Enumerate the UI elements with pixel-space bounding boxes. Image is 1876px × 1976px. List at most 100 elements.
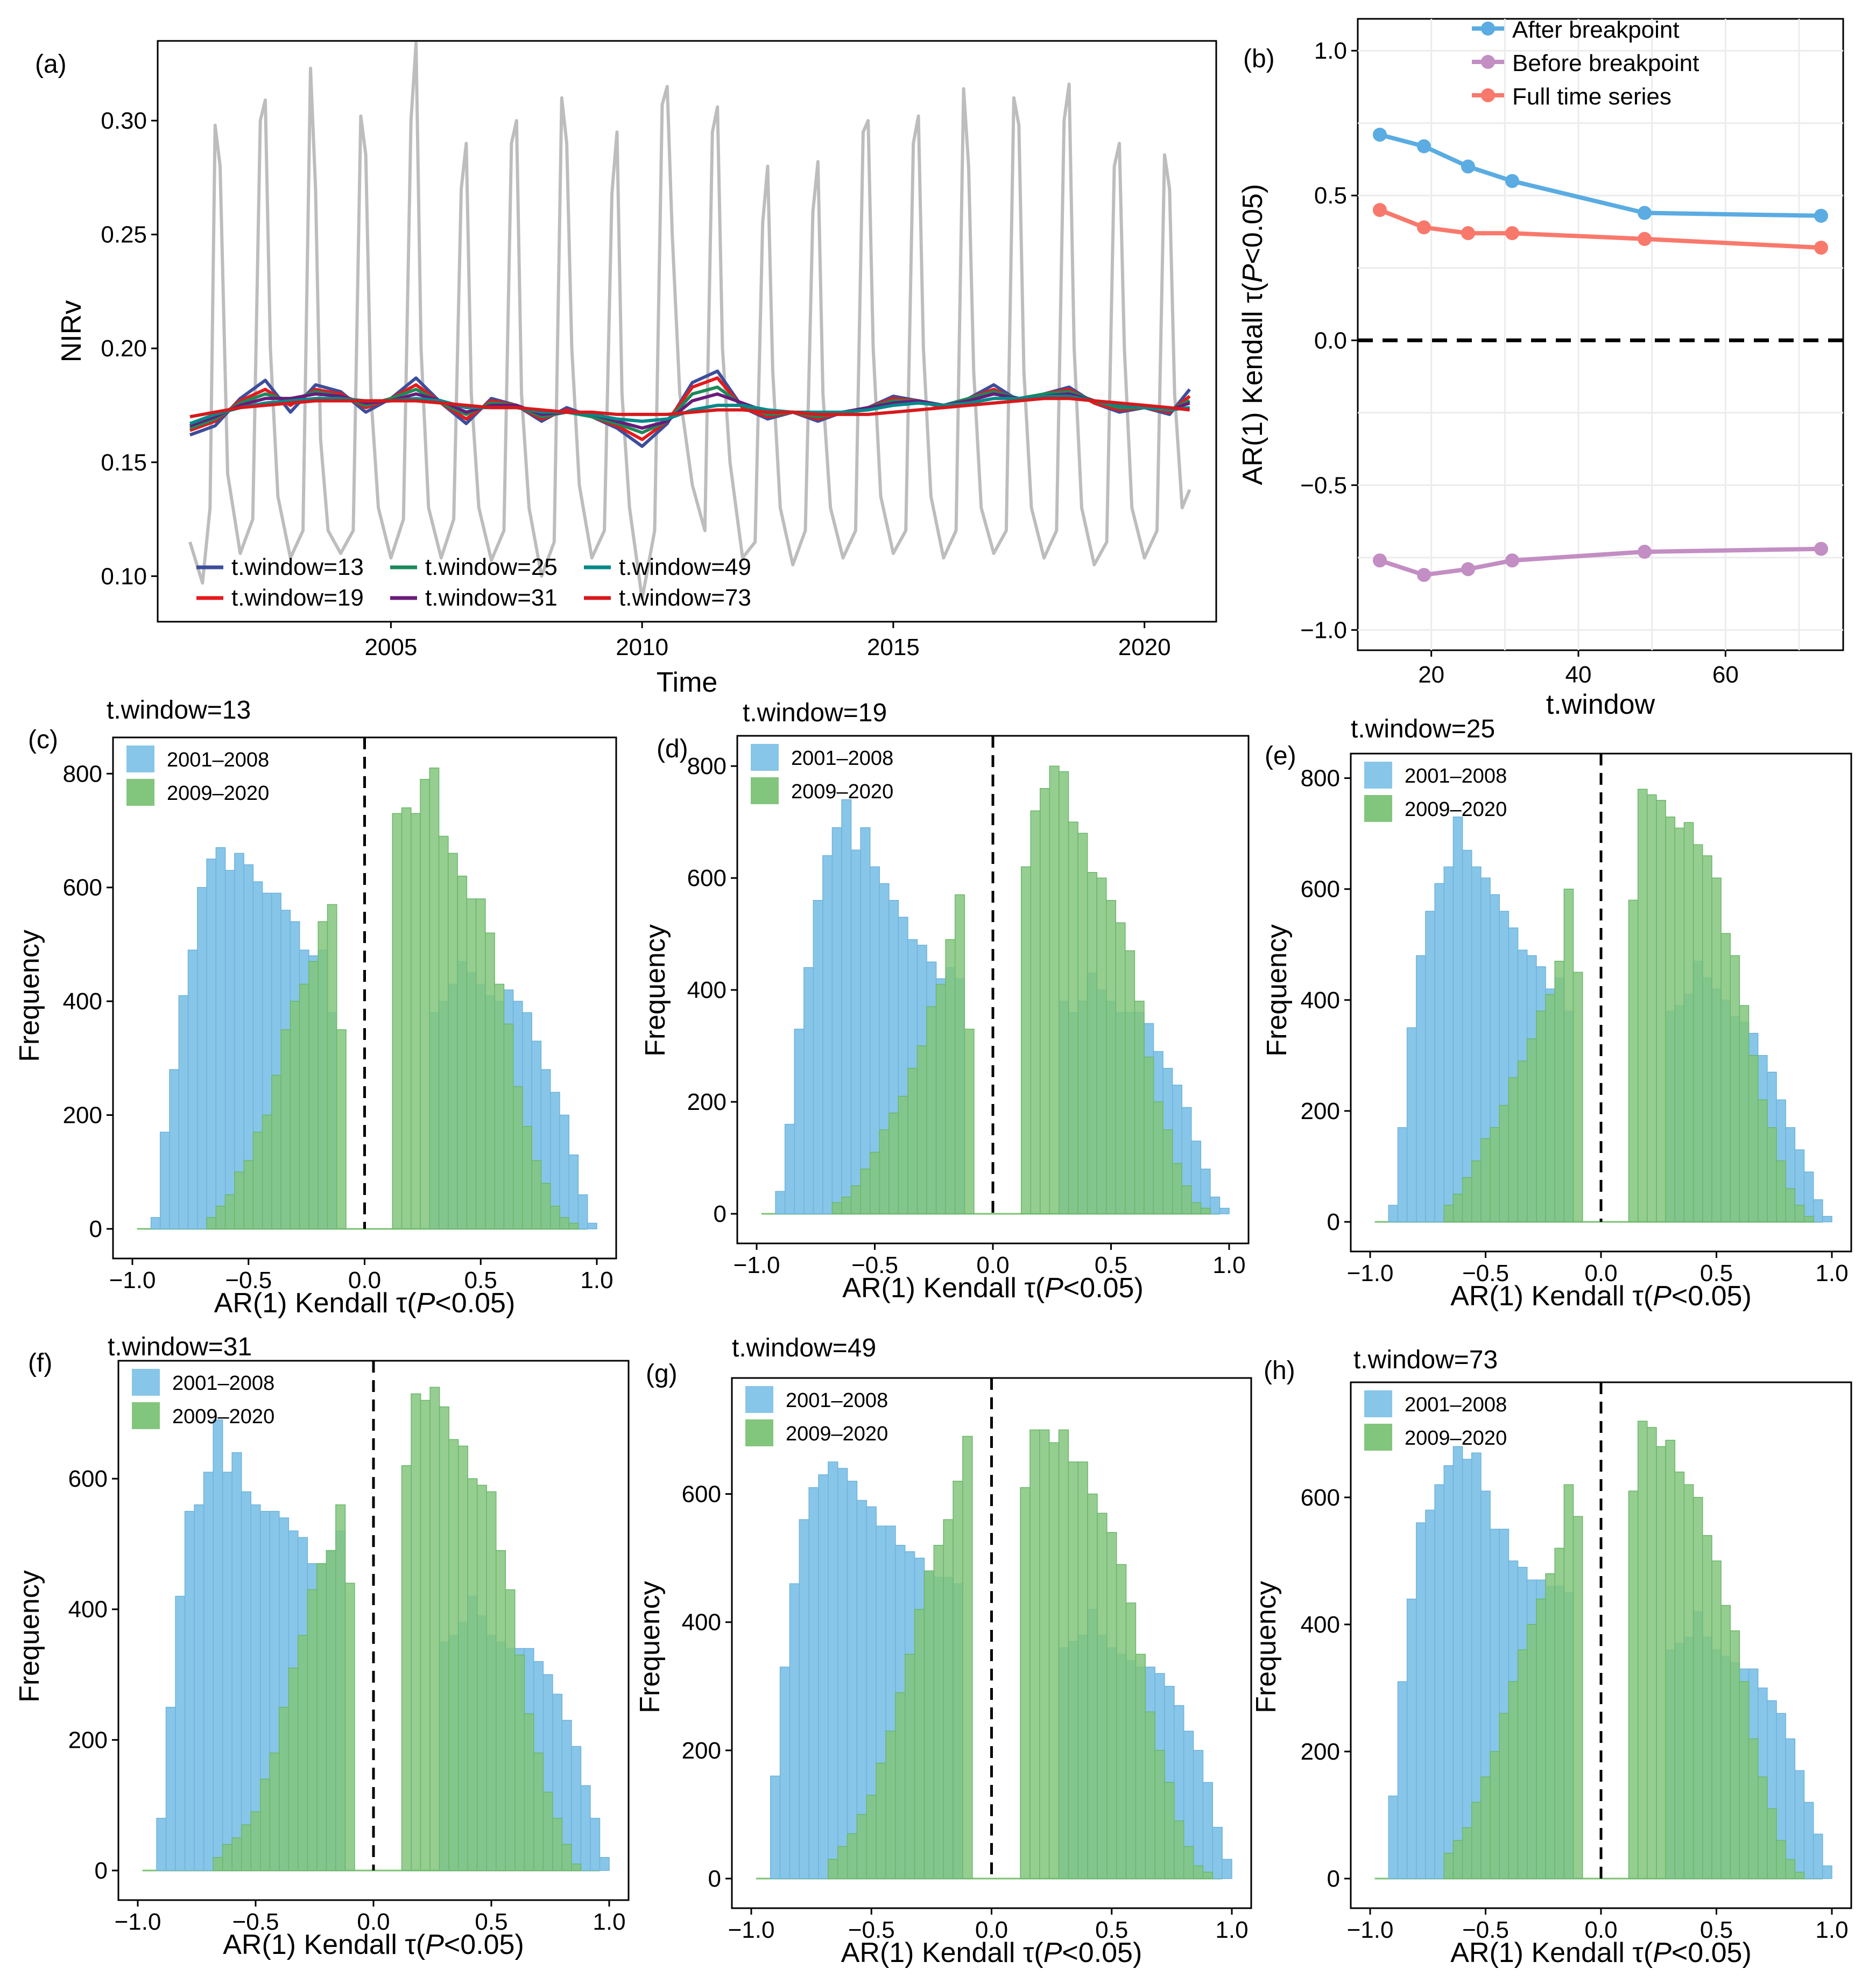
hist-bar xyxy=(1812,1833,1823,1879)
hist-bar xyxy=(1181,1185,1192,1214)
hist-bar xyxy=(206,1217,217,1229)
hist-bar xyxy=(964,1029,975,1214)
x-tick-label: 0.5 xyxy=(1700,1260,1733,1286)
hist-bar xyxy=(224,1194,235,1229)
hist-bar xyxy=(1822,1215,1832,1222)
y-axis-title: Frequency xyxy=(1251,1581,1282,1713)
hist-bar xyxy=(1193,1865,1204,1879)
x-axis-title-suffix: <0.05) xyxy=(1062,1937,1142,1968)
hist-bar xyxy=(1040,788,1050,1214)
hist-bar xyxy=(559,1217,569,1229)
hist-bar xyxy=(1058,1429,1069,1879)
series-line-t-window-73 xyxy=(189,397,1190,419)
hist-bar xyxy=(1443,1853,1454,1879)
y-tick-label: 400 xyxy=(1301,987,1340,1014)
hist-bar xyxy=(916,1045,927,1214)
hist-bar xyxy=(1219,1207,1230,1214)
hist-bar xyxy=(1499,1105,1510,1222)
hist-bar xyxy=(1154,1750,1165,1879)
hist-bar xyxy=(187,950,198,1229)
hist-bar xyxy=(522,1126,532,1229)
y-tick-label: 0 xyxy=(714,1201,727,1227)
x-tick-label: −1.0 xyxy=(1347,1917,1394,1943)
hist-bar xyxy=(1711,1560,1722,1879)
legend-label: t.window=31 xyxy=(425,585,558,611)
x-tick-label: −0.5 xyxy=(851,1252,898,1278)
y-axis-title: Frequency xyxy=(14,1570,45,1703)
hist-bar xyxy=(1517,1649,1528,1879)
hist-bar xyxy=(580,1785,591,1871)
y-tick-label: 600 xyxy=(1301,1485,1340,1511)
x-axis-title-suffix: <0.05) xyxy=(1063,1272,1144,1304)
hist-bar xyxy=(1711,877,1722,1222)
hist-bar xyxy=(262,1114,272,1229)
hist-bar xyxy=(1222,1859,1232,1879)
x-tick-label: 1.0 xyxy=(1215,1917,1248,1943)
x-tick-label: 20 xyxy=(1418,662,1444,688)
hist-bar xyxy=(279,1706,290,1871)
y-axis-title-suffix: <0.05) xyxy=(1237,184,1268,264)
series-point xyxy=(1505,553,1519,568)
hist-bar xyxy=(531,1160,542,1229)
x-axis-title: t.window xyxy=(1546,689,1655,720)
y-tick-label: 0.0 xyxy=(1314,327,1347,354)
hist-bar xyxy=(271,1074,281,1229)
y-tick-label: 0 xyxy=(1327,1866,1340,1892)
hist-bar xyxy=(307,1589,318,1871)
hist-bar xyxy=(869,1151,880,1214)
panel-title: t.window=31 xyxy=(108,1333,252,1361)
series-line-after-breakpoint xyxy=(1379,132,1822,218)
panel-f: 2001–2008 2009–2020 −1.0 −0.5 0.0 0.5 1.0 0 200 4… xyxy=(14,1333,630,1960)
hist-bar xyxy=(1785,1738,1796,1879)
legend-swatch xyxy=(751,777,779,804)
hist-bar xyxy=(1397,1681,1408,1879)
hist-bar xyxy=(1794,1205,1805,1222)
legend-label: 2001–2008 xyxy=(791,747,893,770)
hist-bar xyxy=(231,1452,242,1871)
hist-bar xyxy=(250,1811,261,1871)
hist-bar xyxy=(206,859,217,1229)
hist-bar xyxy=(1628,899,1639,1222)
hist-bar xyxy=(1462,1177,1472,1222)
hist-bar xyxy=(533,1752,544,1871)
hist-bar xyxy=(420,779,431,1229)
hist-bar xyxy=(213,1857,223,1871)
hist-bar xyxy=(1200,1169,1211,1214)
y-axis-title-italic: P xyxy=(1237,264,1268,283)
y-tick-label: 400 xyxy=(68,1597,108,1623)
hist-bar xyxy=(1471,1160,1482,1222)
panel-title: t.window=73 xyxy=(1353,1346,1498,1374)
hist-bar xyxy=(1720,933,1731,1222)
hist-bar xyxy=(1193,1750,1204,1879)
hist-bar xyxy=(1443,1205,1454,1222)
x-tick-label: 1.0 xyxy=(580,1267,613,1293)
hist-bar xyxy=(514,1654,525,1871)
legend-swatch xyxy=(126,746,154,772)
hist-bar xyxy=(907,1067,918,1214)
x-tick-label: 0.0 xyxy=(976,1252,1009,1278)
hist-bar xyxy=(298,1635,308,1871)
x-axis-title-italic: P xyxy=(1653,1937,1672,1968)
hist-bar xyxy=(1730,1630,1740,1879)
hist-bar xyxy=(794,1029,805,1214)
x-axis-title-prefix: AR(1) Kendall τ( xyxy=(223,1929,426,1960)
hist-bar xyxy=(411,1393,421,1871)
hist-bar xyxy=(549,1205,560,1229)
hist-bar xyxy=(1794,1770,1805,1879)
y-tick-label: 600 xyxy=(1301,876,1340,903)
hist-bar xyxy=(1767,1127,1777,1222)
legend-swatch xyxy=(745,1386,773,1413)
hist-bar xyxy=(914,1609,925,1879)
hist-bar xyxy=(837,1846,848,1879)
hist-bar xyxy=(215,1205,226,1229)
hist-bar xyxy=(269,1752,280,1871)
panel-title: t.window=19 xyxy=(743,699,887,727)
x-axis-title-suffix: <0.05) xyxy=(435,1288,515,1319)
hist-bar xyxy=(789,1583,800,1879)
hist-bar xyxy=(1526,1038,1537,1222)
x-axis-title-italic: P xyxy=(417,1288,435,1319)
hist-bar xyxy=(841,799,852,1214)
hist-bar xyxy=(1637,789,1648,1222)
legend-label: 2001–2008 xyxy=(172,1372,274,1395)
